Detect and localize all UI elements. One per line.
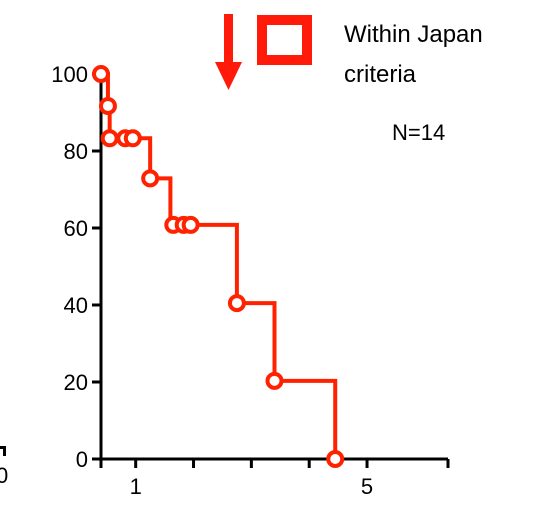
km-marker-0 bbox=[92, 65, 110, 83]
y-tick-label-1: 20 bbox=[64, 370, 88, 395]
y-tick-label-5: 100 bbox=[51, 62, 88, 87]
km-markers bbox=[92, 65, 345, 468]
km-marker-10 bbox=[265, 371, 284, 390]
x-tick-label-1: 1 bbox=[130, 474, 142, 499]
n-count-label: N=14 bbox=[392, 120, 445, 145]
clipped-left-label: 0 bbox=[0, 463, 8, 488]
km-marker-2 bbox=[100, 129, 119, 148]
y-tick-label-3: 60 bbox=[64, 216, 88, 241]
legend-label-line1: Within Japan bbox=[344, 21, 483, 48]
km-marker-5 bbox=[141, 169, 160, 188]
y-tick-label-0: 0 bbox=[76, 447, 88, 472]
y-tick-label-4: 80 bbox=[64, 139, 88, 164]
km-marker-1 bbox=[98, 96, 117, 115]
legend-marker bbox=[257, 15, 312, 65]
km-marker-8 bbox=[181, 215, 200, 234]
legend-label-line2: criteria bbox=[344, 61, 417, 88]
down-arrow-icon bbox=[215, 14, 242, 90]
y-ticks: 0 20 40 60 80 100 bbox=[51, 62, 101, 472]
km-marker-11 bbox=[326, 450, 345, 468]
clipped-left-fragment-v bbox=[3, 446, 6, 456]
y-tick-label-2: 40 bbox=[64, 293, 88, 318]
km-marker-9 bbox=[227, 294, 246, 313]
x-tick-label-5: 5 bbox=[361, 474, 373, 499]
km-marker-4 bbox=[123, 129, 142, 148]
